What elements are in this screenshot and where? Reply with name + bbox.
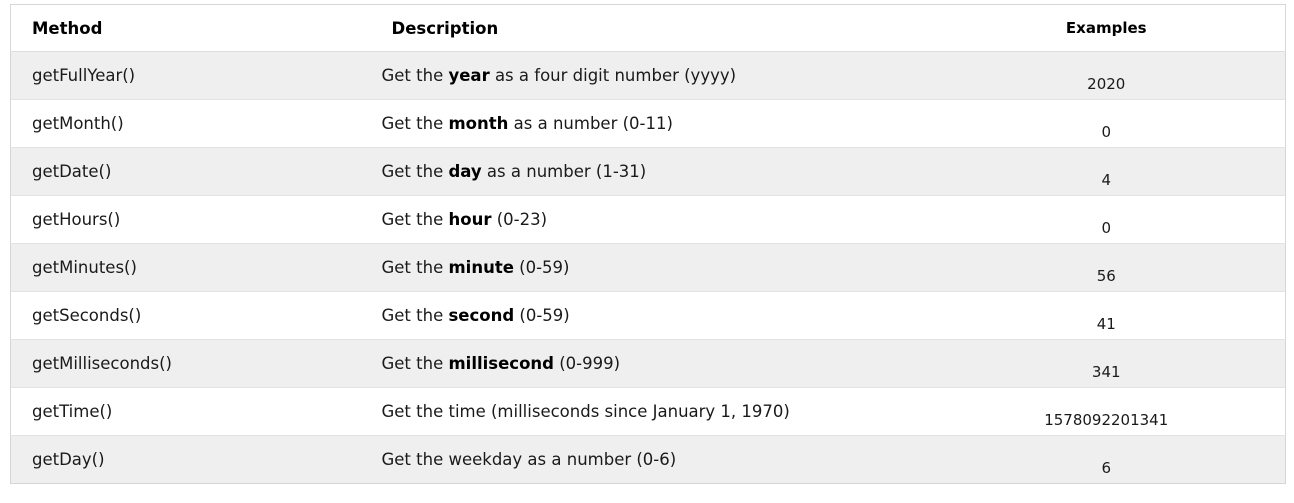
description-prefix: Get the xyxy=(381,258,449,277)
table-body: getFullYear() Get the year as a four digi… xyxy=(10,51,1286,484)
description-keyword: day xyxy=(448,162,482,181)
description-prefix: Get the xyxy=(381,210,449,229)
cell-method: getMonth() xyxy=(10,99,371,148)
cell-example: 1578092201341 xyxy=(927,387,1286,436)
cell-description: Get the hour (0-23) xyxy=(370,195,928,244)
methods-table-container: Method Description Examples getFullYear(… xyxy=(10,4,1286,484)
cell-example: 2020 xyxy=(927,51,1286,100)
description-keyword: month xyxy=(448,114,509,133)
cell-description: Get the day as a number (1-31) xyxy=(370,147,928,196)
cell-method: getSeconds() xyxy=(10,291,371,340)
description-keyword: year xyxy=(448,66,490,85)
table-row: getMilliseconds() Get the millisecond (0-… xyxy=(10,339,1286,388)
table-header: Method Description Examples xyxy=(10,4,1286,52)
description-prefix: Get the xyxy=(381,354,449,373)
cell-example: 0 xyxy=(927,99,1286,148)
cell-description: Get the minute (0-59) xyxy=(370,243,928,292)
description-suffix: (0-999) xyxy=(554,354,621,373)
cell-method: getMinutes() xyxy=(10,243,371,292)
cell-method: getMilliseconds() xyxy=(10,339,371,388)
cell-description: Get the millisecond (0-999) xyxy=(370,339,928,388)
cell-example: 4 xyxy=(927,147,1286,196)
description-suffix: as a number (0-11) xyxy=(508,114,673,133)
cell-example: 41 xyxy=(927,291,1286,340)
description-prefix: Get the xyxy=(381,306,449,325)
table-header-row: Method Description Examples xyxy=(10,4,1286,52)
cell-method: getFullYear() xyxy=(10,51,371,100)
table-row: getMinutes() Get the minute (0-59) 56 xyxy=(10,243,1286,292)
column-header-description: Description xyxy=(370,4,928,52)
cell-description: Get the year as a four digit number (yyy… xyxy=(370,51,928,100)
table-row: getDay() Get the weekday as a number (0-6… xyxy=(10,435,1286,484)
description-keyword: minute xyxy=(448,258,514,277)
cell-description: Get the month as a number (0-11) xyxy=(370,99,928,148)
description-suffix: (0-23) xyxy=(491,210,548,229)
cell-method: getDay() xyxy=(10,435,371,484)
table-row: getHours() Get the hour (0-23) 0 xyxy=(10,195,1286,244)
description-prefix: Get the xyxy=(381,114,449,133)
table-row: getFullYear() Get the year as a four digi… xyxy=(10,51,1286,100)
cell-example: 341 xyxy=(927,339,1286,388)
description-keyword: second xyxy=(448,306,515,325)
cell-example: 0 xyxy=(927,195,1286,244)
table-row: getSeconds() Get the second (0-59) 41 xyxy=(10,291,1286,340)
cell-method: getDate() xyxy=(10,147,371,196)
description-suffix: (0-59) xyxy=(514,306,570,325)
description-keyword: hour xyxy=(448,210,492,229)
column-header-examples: Examples xyxy=(927,4,1286,52)
description-suffix: (0-59) xyxy=(513,258,570,277)
description-prefix: Get the time (milliseconds since January… xyxy=(381,402,790,421)
description-keyword: millisecond xyxy=(448,354,554,373)
cell-description: Get the weekday as a number (0-6) xyxy=(370,435,928,484)
table-row: getMonth() Get the month as a number (0-1… xyxy=(10,99,1286,148)
table-row: getDate() Get the day as a number (1-31) 4 xyxy=(10,147,1286,196)
cell-example: 56 xyxy=(927,243,1286,292)
description-prefix: Get the xyxy=(381,66,449,85)
table-row: getTime() Get the time (milliseconds sinc… xyxy=(10,387,1286,436)
date-methods-table: Method Description Examples getFullYear(… xyxy=(10,4,1286,484)
description-prefix: Get the xyxy=(381,162,449,181)
cell-description: Get the second (0-59) xyxy=(370,291,928,340)
description-prefix: Get the weekday as a number (0-6) xyxy=(381,450,677,469)
cell-description: Get the time (milliseconds since January… xyxy=(370,387,928,436)
column-header-method: Method xyxy=(10,4,371,52)
cell-method: getHours() xyxy=(10,195,371,244)
cell-method: getTime() xyxy=(10,387,371,436)
description-suffix: as a number (1-31) xyxy=(481,162,647,181)
cell-example: 6 xyxy=(927,435,1286,484)
description-suffix: as a four digit number (yyyy) xyxy=(489,66,737,85)
